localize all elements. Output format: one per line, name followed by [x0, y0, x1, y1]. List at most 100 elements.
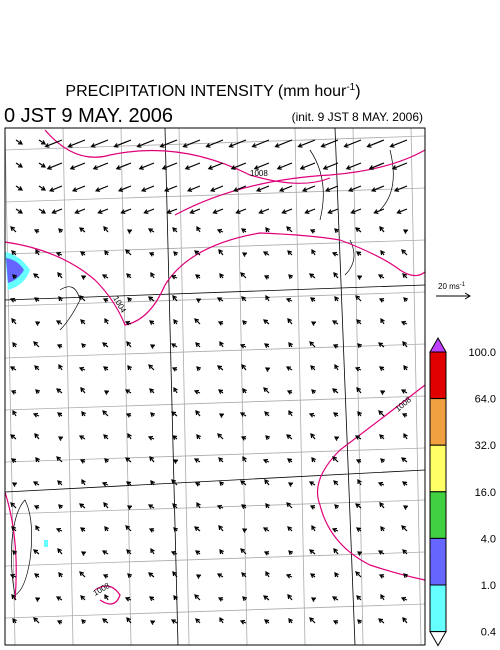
wind-arrow [347, 185, 362, 192]
wind-arrow [78, 366, 86, 372]
wind-arrow [184, 162, 201, 170]
grid-line [120, 127, 132, 646]
wind-arrow [241, 528, 248, 533]
wind-arrow [79, 503, 86, 509]
grid-line [4, 603, 426, 619]
wind-arrow [309, 341, 316, 348]
wind-arrow [263, 275, 270, 280]
grid-line [178, 127, 190, 646]
wind-arrow [309, 617, 316, 624]
wind-arrow [242, 596, 248, 602]
wind-arrow [34, 321, 41, 326]
wind-arrow [379, 226, 385, 233]
wind-arrow [35, 524, 40, 532]
wind-arrow [46, 162, 63, 170]
wind-arrow [104, 458, 110, 464]
wind-arrow [379, 434, 385, 440]
wind-arrow [262, 458, 270, 464]
wind-arrow [355, 571, 362, 578]
wind-arrow [171, 479, 178, 486]
wind-arrow [195, 618, 201, 624]
colorbar-segment [429, 398, 447, 446]
wind-arrow [401, 457, 408, 463]
wind-arrow [320, 139, 339, 148]
wind-arrow [195, 410, 201, 417]
wind-arrow [170, 619, 178, 624]
wind-arrow [81, 343, 87, 349]
coastline-north [309, 149, 394, 276]
wind-arrow [172, 571, 178, 578]
wind-arrow [195, 574, 202, 579]
colorbar-segment [429, 444, 447, 493]
wind-arrow [378, 298, 385, 303]
wind-arrow [402, 617, 408, 624]
title-text: PRECIPITATION INTENSITY (mm hour [65, 83, 347, 100]
wind-arrow [12, 342, 17, 348]
wind-arrow [218, 457, 224, 463]
wind-arrow [333, 548, 339, 555]
wind-arrow [265, 294, 270, 302]
wind-arrow [355, 227, 362, 233]
wind-arrow [333, 272, 339, 279]
wind-arrow [288, 274, 294, 280]
wind-arrow [126, 617, 132, 624]
wind-arrow [334, 504, 340, 510]
wind-arrow [355, 295, 362, 302]
wind-arrow [343, 139, 362, 148]
wind-arrow [240, 272, 247, 279]
wind-arrow [38, 208, 47, 214]
wind-arrow [378, 410, 385, 417]
wind-arrow [333, 436, 340, 441]
colorbar-under [429, 631, 447, 647]
wind-arrow [147, 435, 155, 441]
wind-arrow [170, 550, 178, 556]
colorbar-segment [429, 584, 447, 633]
grid-line [4, 187, 426, 203]
wind-arrow [379, 502, 385, 509]
wind-arrow [148, 528, 155, 533]
wind-arrow [253, 162, 270, 170]
wind-arrow [403, 297, 409, 303]
wind-arrow [241, 572, 247, 578]
wind-arrow [232, 185, 247, 192]
wind-arrow [138, 162, 155, 170]
wind-arrow [33, 505, 40, 510]
wind-arrow [288, 618, 293, 624]
wind-arrow [308, 481, 316, 486]
wind-arrow [57, 436, 64, 441]
wind-arrow [69, 162, 86, 170]
wind-arrow [287, 318, 293, 325]
wind-arrow [196, 366, 202, 372]
wind-arrow [239, 412, 247, 417]
wind-arrow [58, 296, 63, 302]
wind-scale-label: 20 ms-1 [438, 282, 466, 291]
wind-arrow [15, 185, 24, 191]
wind-arrow [308, 412, 316, 418]
wind-arrow [263, 551, 270, 556]
wind-arrow [350, 208, 362, 214]
wind-arrow [230, 162, 247, 170]
precip-blue [6, 258, 24, 283]
wind-arrow [356, 319, 362, 325]
wind-arrow [402, 549, 408, 555]
wind-arrow [74, 208, 86, 214]
wind-arrow [264, 619, 270, 624]
wind-arrow [240, 480, 247, 486]
wind-arrow [195, 274, 201, 279]
wind-arrow [81, 411, 86, 417]
wind-arrow [262, 251, 270, 256]
wind-arrow [172, 503, 178, 509]
wind-arrow [102, 342, 109, 348]
wind-arrow [186, 185, 201, 192]
wind-arrow [149, 320, 155, 325]
wind-arrow [38, 162, 47, 168]
wind-arrow [251, 139, 270, 148]
wind-arrow [71, 185, 86, 192]
wind-arrow [148, 296, 155, 302]
wind-arrow [78, 435, 86, 440]
wind-arrow [79, 295, 86, 302]
wind-arrow [15, 139, 24, 145]
wind-arrow [356, 387, 362, 394]
wind-arrow [136, 139, 155, 148]
wind-arrow [311, 524, 316, 532]
